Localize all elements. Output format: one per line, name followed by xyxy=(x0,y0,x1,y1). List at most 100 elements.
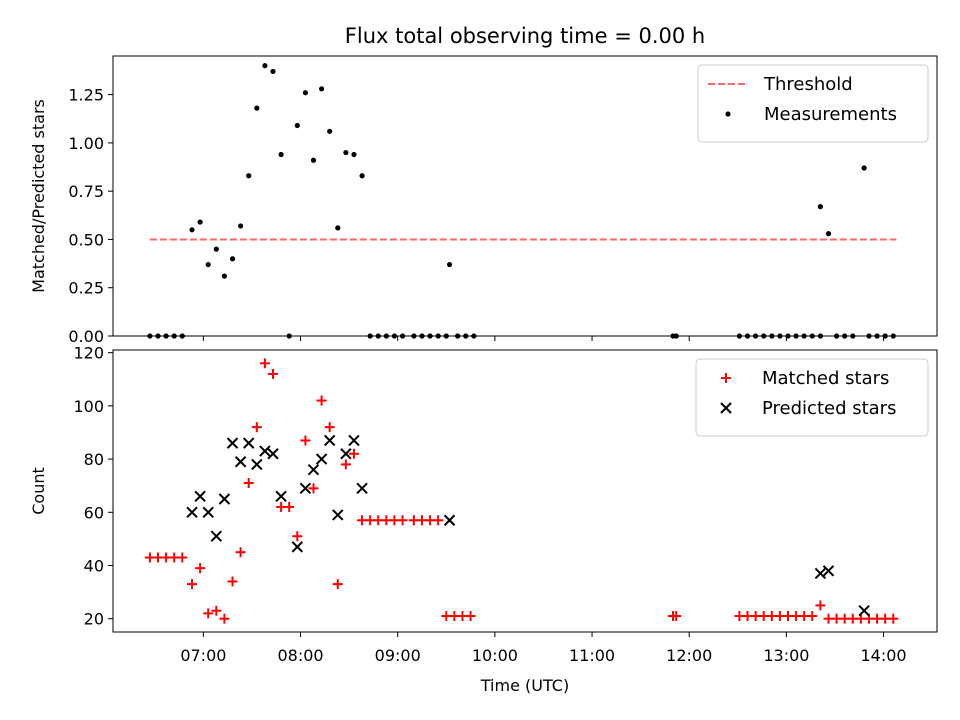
measurement-point xyxy=(866,333,872,339)
predicted-star-point xyxy=(858,605,870,617)
x-b xyxy=(299,482,312,495)
predicted-star-point xyxy=(332,509,344,521)
x-tick-label: 11:00 xyxy=(569,646,615,665)
measurement-point xyxy=(744,333,751,339)
measurement-point xyxy=(801,333,807,339)
y-axis-label: Count xyxy=(29,467,48,515)
x-tick-label: 07:00 xyxy=(180,646,226,665)
x-b xyxy=(186,506,198,518)
predicted-star-point xyxy=(275,490,287,503)
matched-star-point xyxy=(195,563,206,574)
y-tick-label: 0.00 xyxy=(68,327,104,346)
predicted-star-point xyxy=(291,541,304,553)
predicted-star-point xyxy=(323,434,336,447)
measurement-point xyxy=(238,223,244,229)
measurement-point xyxy=(351,151,357,158)
measurement-point xyxy=(310,157,317,163)
predicted-star-point xyxy=(340,448,352,460)
y-tick-label: 1.00 xyxy=(68,134,104,153)
x-b xyxy=(822,565,835,577)
measurement-point xyxy=(205,261,211,268)
matched-star-point xyxy=(235,547,246,558)
x-tick-label: 08:00 xyxy=(277,646,323,665)
predicted-star-point xyxy=(210,530,223,542)
measurement-point xyxy=(270,68,276,75)
legend-marker xyxy=(725,111,731,117)
measurement-point xyxy=(343,149,349,156)
measurement-point xyxy=(302,90,308,96)
predicted-star-point xyxy=(251,458,263,471)
measurement-point xyxy=(278,151,284,158)
measurement-point xyxy=(874,333,880,339)
matched-star-point xyxy=(243,478,254,489)
measurement-point xyxy=(861,165,867,171)
measurement-point xyxy=(817,333,823,339)
x-tick-label: 13:00 xyxy=(763,646,809,665)
legend-label: Measurements xyxy=(764,104,897,125)
matched-star-point xyxy=(259,358,270,369)
x-b xyxy=(332,509,344,521)
chart-title: Flux total observing time = 0.00 h xyxy=(345,24,705,48)
measurement-point xyxy=(471,333,477,339)
matched-star-point xyxy=(397,515,408,526)
predicted-star-point xyxy=(348,434,360,447)
measurement-point xyxy=(446,261,453,268)
matched-star-point xyxy=(807,611,818,622)
data-layer xyxy=(147,63,897,339)
predicted-star-point xyxy=(186,506,198,518)
measurement-point xyxy=(375,333,381,339)
measurement-point xyxy=(882,333,888,339)
predicted-star-point xyxy=(194,490,206,503)
measurement-point xyxy=(391,333,398,339)
x-b xyxy=(194,490,206,503)
matched-star-point xyxy=(300,435,311,446)
measurement-point xyxy=(817,204,823,210)
legend-label: Matched stars xyxy=(762,368,889,389)
measurement-point xyxy=(399,333,406,339)
x-b xyxy=(307,464,320,476)
measurement-point xyxy=(163,333,169,339)
x-b xyxy=(226,437,239,449)
matched-star-point xyxy=(340,459,351,470)
y-tick-label: 0.50 xyxy=(68,230,104,249)
predicted-star-point xyxy=(234,456,247,468)
matched-star-point xyxy=(284,501,295,512)
x-b xyxy=(720,402,732,414)
legend-box xyxy=(695,358,929,437)
x-b xyxy=(243,437,255,449)
x-b xyxy=(210,530,223,542)
measurement-point xyxy=(147,333,153,339)
x-b xyxy=(275,490,287,503)
x-b xyxy=(858,605,870,617)
x-b xyxy=(267,448,279,460)
measurement-point xyxy=(753,333,759,339)
measurement-point xyxy=(171,333,177,339)
measurement-point xyxy=(294,122,300,129)
measurement-point xyxy=(833,333,840,339)
y-tick-label: 1.25 xyxy=(68,86,104,105)
measurement-point xyxy=(443,333,449,339)
matched-star-point xyxy=(815,600,826,611)
measurement-point xyxy=(850,333,856,339)
measurement-point xyxy=(262,63,268,69)
measurement-point xyxy=(825,231,832,237)
x-b xyxy=(234,456,247,468)
measurement-point xyxy=(427,333,433,339)
measurement-point xyxy=(383,333,389,339)
measurement-point xyxy=(809,333,815,339)
measurement-point xyxy=(221,273,228,279)
legend-label: Threshold xyxy=(763,74,853,95)
y-tick-label: 0.25 xyxy=(68,279,104,298)
matched-star-point xyxy=(671,611,682,622)
x-tick-label: 14:00 xyxy=(861,646,907,665)
measurement-point xyxy=(318,86,325,92)
x-b xyxy=(251,458,263,471)
y-tick-label: 20 xyxy=(84,610,104,629)
y-tick-label: 80 xyxy=(84,450,104,469)
predicted-star-point xyxy=(243,437,255,449)
matched-star-point xyxy=(888,613,899,624)
predicted-star-point xyxy=(443,514,456,526)
measurement-point xyxy=(761,333,767,339)
legend-marker xyxy=(720,402,732,414)
measurement-point xyxy=(213,246,219,252)
